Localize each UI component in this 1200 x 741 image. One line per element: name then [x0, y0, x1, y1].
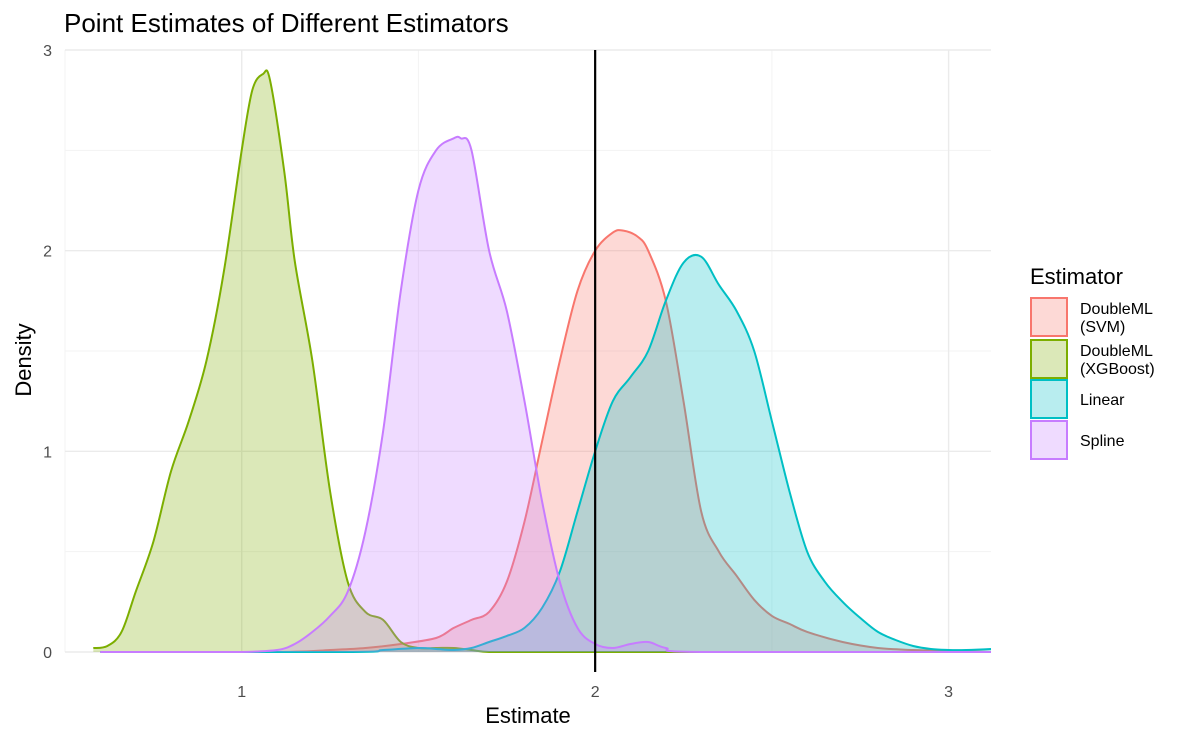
line-doubleml-xgboost	[93, 69, 702, 654]
x-tick-label: 1	[237, 684, 246, 701]
legend-label: Spline	[1080, 433, 1125, 450]
legend-label: DoubleML	[1080, 301, 1153, 318]
y-tick-label: 2	[43, 244, 52, 261]
legend-label: (SVM)	[1080, 319, 1125, 336]
x-axis-title: Estimate	[485, 703, 571, 728]
legend: Estimator DoubleML(SVM)DoubleML(XGBoost)…	[1030, 264, 1155, 460]
legend-key-doubleml-svm	[1030, 297, 1068, 337]
area-spline	[100, 136, 992, 653]
x-tick-label: 2	[591, 684, 600, 701]
density-areas	[93, 69, 992, 654]
x-tick-label: 3	[944, 684, 953, 701]
y-tick-labels: 0 1 2 3	[43, 43, 52, 662]
legend-key-linear	[1030, 379, 1068, 419]
chart-title: Point Estimates of Different Estimators	[64, 8, 509, 38]
legend-label: Linear	[1080, 392, 1125, 409]
legend-key-spline	[1030, 420, 1068, 460]
legend-label: (XGBoost)	[1080, 361, 1155, 378]
line-doubleml-svm	[100, 229, 992, 654]
legend-label: DoubleML	[1080, 343, 1153, 360]
x-tick-labels: 1 2 3	[237, 684, 953, 701]
area-doubleml-svm	[100, 230, 992, 652]
line-linear	[100, 254, 992, 653]
area-linear	[100, 254, 992, 652]
y-tick-label: 0	[43, 645, 52, 662]
line-spline	[100, 135, 991, 654]
legend-title: Estimator	[1030, 264, 1123, 289]
y-axis-title: Density	[11, 323, 36, 396]
y-tick-label: 3	[43, 43, 52, 60]
area-doubleml-xgboost	[93, 70, 702, 653]
y-tick-label: 1	[43, 444, 52, 461]
legend-key-doubleml-xgboost	[1030, 339, 1068, 379]
